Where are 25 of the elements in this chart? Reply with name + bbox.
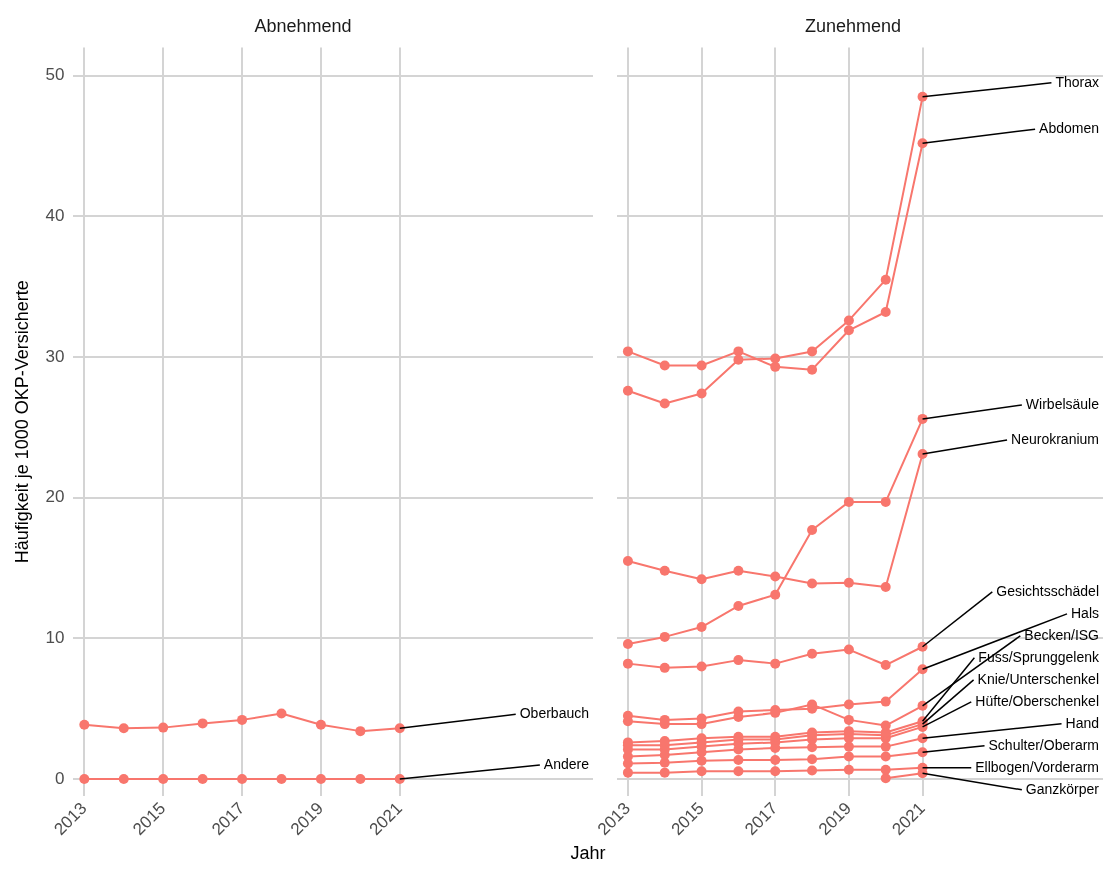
text: Knie/Unterschenkel <box>977 670 1099 687</box>
y-tick-label: 50 <box>45 65 65 85</box>
text: Hüfte/Oberschenkel <box>975 692 1099 709</box>
text: Thorax <box>1055 73 1099 90</box>
text: Schulter/Oberarm <box>988 736 1099 753</box>
chart-title: Abnehmend <box>254 15 352 36</box>
text: Becken/ISG <box>1024 626 1099 643</box>
chart-title: Zunehmend <box>804 15 902 36</box>
text: Abdomen <box>1039 120 1099 137</box>
y-tick-label: 10 <box>45 628 65 647</box>
text: Hand <box>1065 714 1099 731</box>
text: Hals <box>1070 604 1099 621</box>
text: Andere <box>543 755 590 772</box>
y-tick-label: 30 <box>45 346 65 366</box>
text: Ganzkörper <box>1025 780 1100 797</box>
text: Gesichtsschädel <box>996 582 1099 599</box>
y-tick-label: 40 <box>45 206 65 226</box>
text: Neurokranium <box>1011 430 1099 447</box>
y-axis-title: Häufigkeit je 1000 OKP-Versicherte <box>11 280 32 564</box>
y-tick-label: 0 <box>55 768 65 788</box>
text: Ellbogen/Vorderarm <box>975 758 1099 775</box>
text: Oberbauch <box>519 705 589 722</box>
x-axis-title: Jahr <box>569 843 607 864</box>
y-tick-label: 20 <box>45 487 65 507</box>
text: Wirbelsäule <box>1025 395 1100 412</box>
